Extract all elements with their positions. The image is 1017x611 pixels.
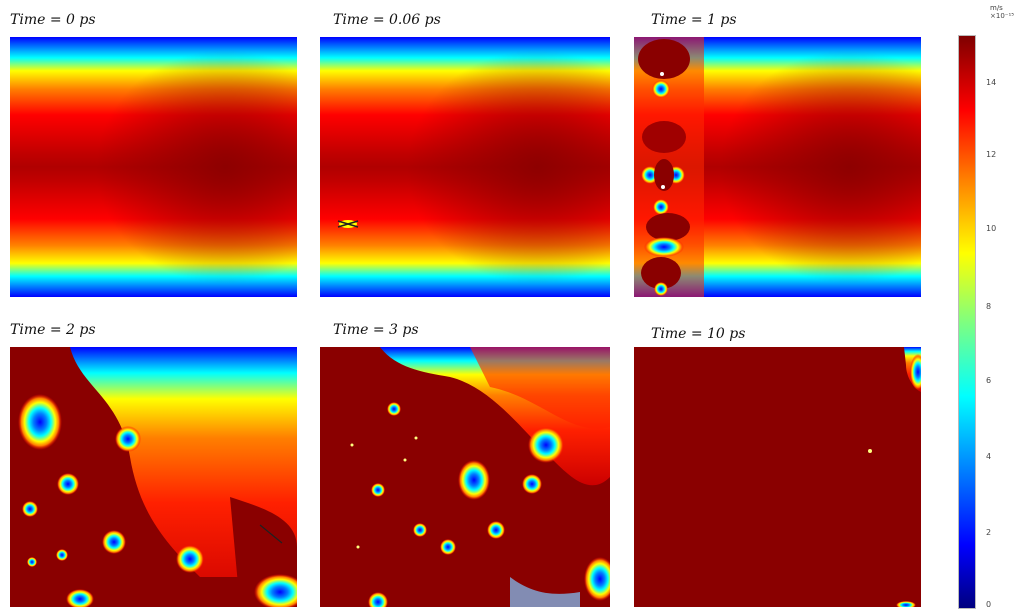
velocity-field-map: [320, 37, 610, 297]
colorbar-tick-label: 8: [986, 302, 992, 311]
velocity-field-map: [634, 37, 921, 297]
colorbar-unit: m/s ×10⁻¹⁵: [990, 4, 1014, 20]
velocity-field-map: [320, 347, 610, 607]
colorbar-tick-label: 12: [986, 150, 997, 159]
colorbar-tick-label: 2: [986, 528, 992, 537]
colorbar-tick-label: 14: [986, 78, 997, 87]
panel-title: Time = 10 ps: [651, 326, 746, 342]
panel-title: Time = 0.06 ps: [333, 12, 441, 28]
colorbar-unit-line1: m/s: [990, 4, 1003, 12]
velocity-field-map: [10, 347, 297, 607]
colorbar-tick-label: 10: [986, 224, 997, 233]
panel-title: Time = 0 ps: [10, 12, 96, 28]
colorbar-tick-label: 6: [986, 376, 992, 385]
velocity-field-map: [634, 347, 921, 607]
panel-title: Time = 1 ps: [651, 12, 737, 28]
colorbar-tick-label: 4: [986, 452, 992, 461]
panel-title: Time = 3 ps: [333, 322, 419, 338]
colorbar-unit-line2: ×10⁻¹⁵: [990, 12, 1015, 20]
panel-title: Time = 2 ps: [10, 322, 96, 338]
colorbar-tick-label: 0: [986, 600, 992, 609]
colorbar: [958, 35, 976, 609]
velocity-field-map: [10, 37, 297, 297]
